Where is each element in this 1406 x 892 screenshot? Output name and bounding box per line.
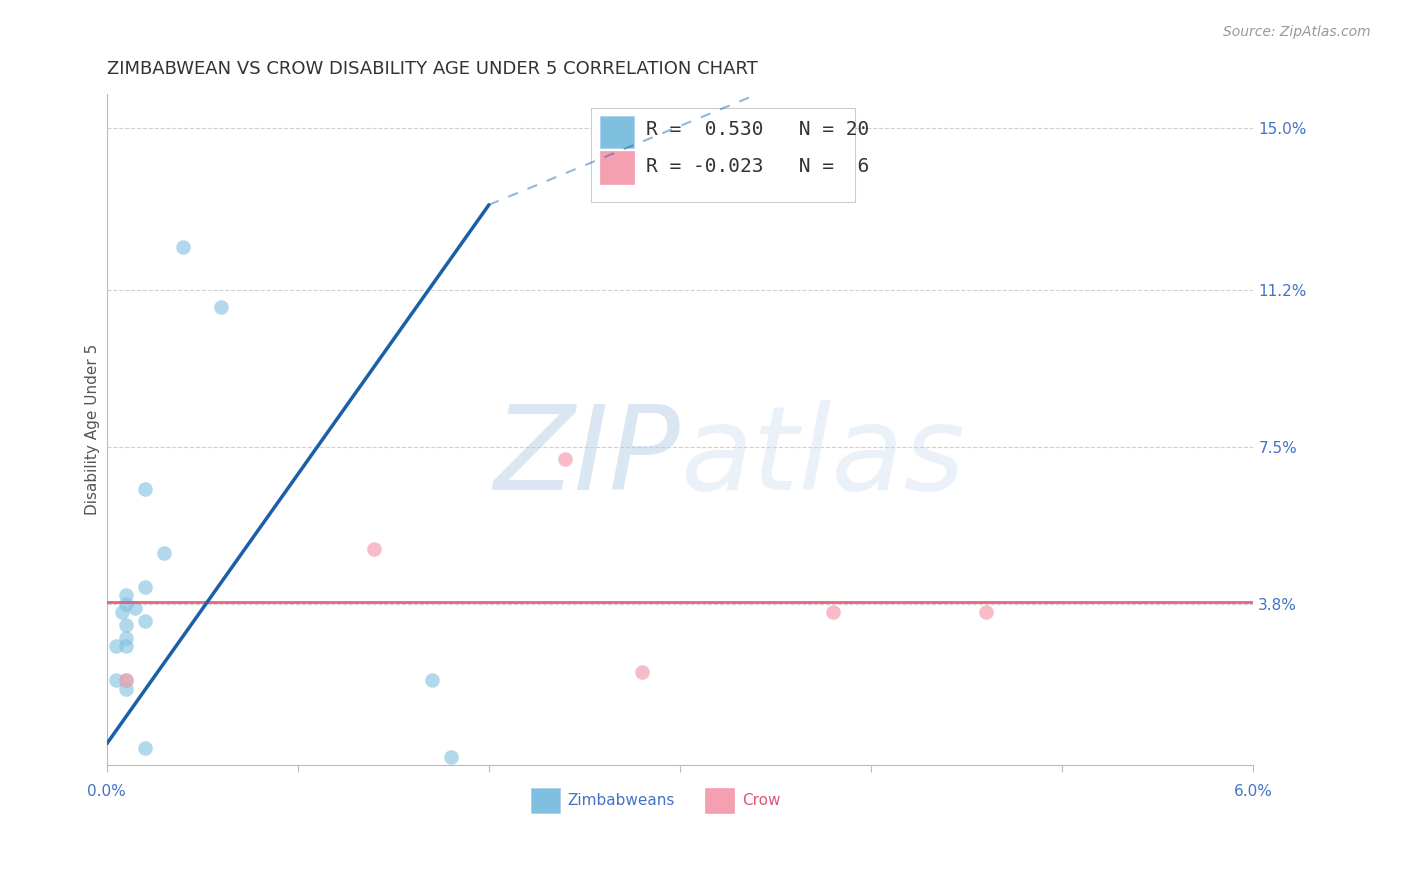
Text: 0.0%: 0.0% [87, 784, 127, 798]
Point [114, 597, 136, 611]
Point [111, 605, 134, 619]
Bar [531, 788, 560, 814]
Text: Crow: Crow [742, 793, 780, 808]
Text: 6.0%: 6.0% [1234, 784, 1272, 798]
Point [440, 749, 463, 764]
Text: atlas: atlas [681, 400, 965, 514]
Text: Source: ZipAtlas.com: Source: ZipAtlas.com [1223, 25, 1371, 39]
Point [134, 580, 156, 594]
Point [114, 673, 136, 688]
Point [974, 605, 997, 619]
Point [363, 541, 385, 556]
Text: R = -0.023   N =  6: R = -0.023 N = 6 [645, 157, 869, 176]
Text: ZIMBABWEAN VS CROW DISABILITY AGE UNDER 5 CORRELATION CHART: ZIMBABWEAN VS CROW DISABILITY AGE UNDER … [107, 60, 758, 78]
Point [105, 673, 128, 688]
Point [209, 300, 232, 314]
Y-axis label: Disability Age Under 5: Disability Age Under 5 [86, 344, 100, 516]
Point [114, 673, 136, 688]
Bar [706, 788, 734, 814]
Point [134, 741, 156, 756]
Point [554, 452, 576, 467]
Point [172, 240, 194, 254]
Point [420, 673, 443, 688]
Point [105, 639, 128, 653]
Point [114, 681, 136, 696]
Text: R =  0.530   N = 20: R = 0.530 N = 20 [645, 120, 869, 139]
Point [114, 631, 136, 645]
Point [153, 546, 176, 560]
Point [134, 482, 156, 496]
Text: Zimbabweans: Zimbabweans [568, 793, 675, 808]
Bar [600, 152, 634, 184]
Text: ZIP: ZIP [494, 400, 681, 514]
Point [821, 605, 844, 619]
Point [114, 639, 136, 653]
Point [124, 601, 146, 615]
Bar [600, 116, 634, 148]
Point [114, 618, 136, 632]
Point [630, 665, 652, 679]
FancyBboxPatch shape [591, 108, 855, 202]
Point [134, 614, 156, 628]
Point [114, 588, 136, 602]
